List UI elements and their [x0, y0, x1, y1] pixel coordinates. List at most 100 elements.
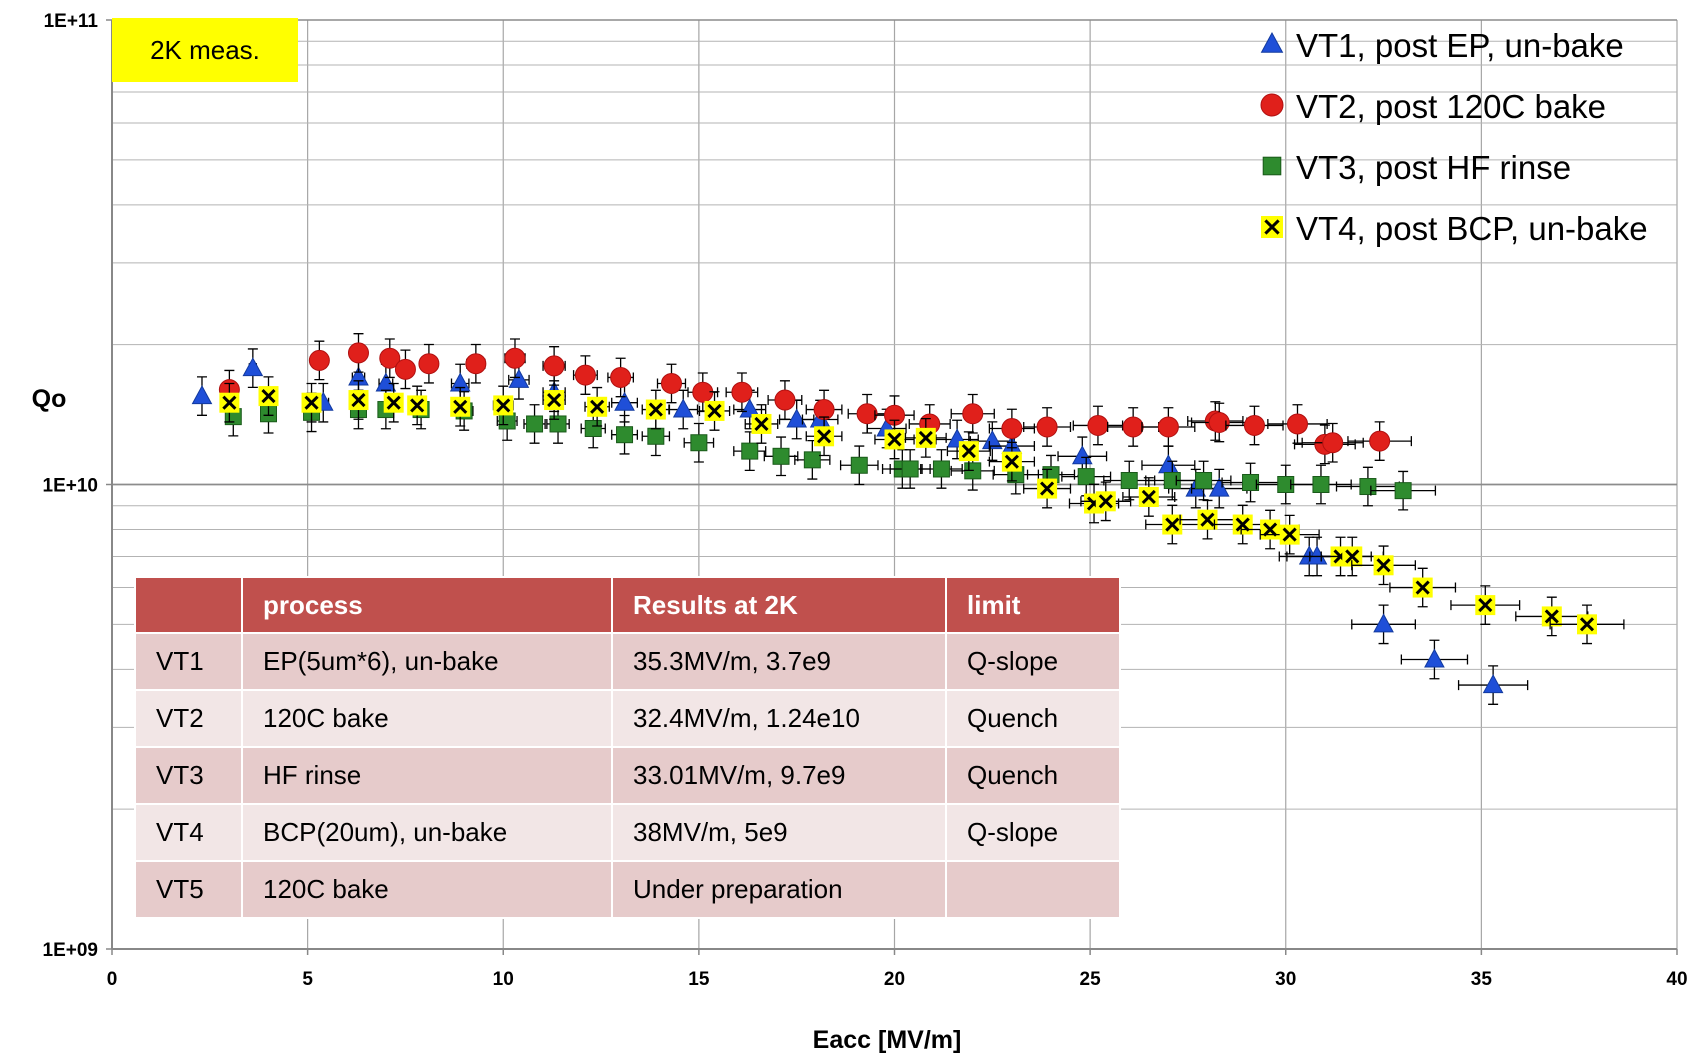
legend-label: VT4, post BCP, un-bake — [1296, 210, 1648, 247]
data-point — [1342, 546, 1363, 567]
data-point — [348, 390, 369, 411]
data-point — [672, 398, 694, 418]
table-cell: Quench — [945, 689, 1121, 748]
cross-marker-lines — [1235, 517, 1250, 532]
data-point — [1036, 416, 1058, 438]
data-point — [1197, 509, 1218, 530]
data-point — [741, 442, 759, 460]
data-point — [932, 460, 950, 478]
data-point — [418, 353, 440, 375]
data-point — [1424, 648, 1445, 668]
cross-marker-lines — [1165, 517, 1180, 532]
cross-marker-lines — [1098, 494, 1113, 509]
data-point — [1322, 432, 1344, 454]
data-point — [884, 429, 905, 450]
cross-marker-lines — [351, 392, 366, 408]
cross-marker-lines — [1345, 549, 1360, 564]
data-point — [1095, 491, 1116, 512]
data-point — [1369, 430, 1391, 452]
data-point — [1001, 417, 1023, 439]
table-cell: HF rinse — [241, 746, 613, 805]
data-point — [660, 372, 682, 394]
data-point — [731, 381, 753, 403]
data-point — [1373, 555, 1394, 576]
data-point — [508, 368, 530, 388]
series-cross — [219, 376, 1625, 645]
cross-marker-lines — [222, 395, 237, 410]
cross-marker-lines — [754, 416, 769, 432]
legend-marker — [1262, 156, 1282, 176]
x-tick-label: 25 — [1080, 969, 1102, 990]
data-point — [1373, 613, 1394, 633]
data-point — [1394, 482, 1412, 500]
table-cell: 120C bake — [241, 689, 613, 748]
cross-marker-lines — [453, 399, 468, 414]
y-tick-label: 1E+10 — [43, 476, 98, 497]
table-cell: 33.01MV/m, 9.7e9 — [611, 746, 947, 805]
data-point — [1001, 451, 1022, 472]
data-point — [383, 392, 404, 413]
data-point — [1077, 468, 1095, 486]
data-point — [645, 399, 666, 420]
legend-item: VT3, post HF rinse — [1262, 149, 1571, 186]
table-cell: VT4 — [134, 803, 243, 862]
data-point — [504, 347, 526, 369]
data-point — [379, 347, 401, 369]
x-tick-label: 20 — [884, 969, 905, 990]
legend-label: VT3, post HF rinse — [1296, 149, 1571, 186]
table-row: VT2 120C bake 32.4MV/m, 1.24e10 Quench — [134, 689, 1121, 748]
data-point — [1312, 476, 1330, 493]
x-tick-label: 40 — [1666, 969, 1687, 990]
y-tick-label: 1E+09 — [43, 940, 98, 961]
y-tick-label: 1E+11 — [44, 11, 99, 32]
data-point — [394, 358, 416, 380]
results-table: process Results at 2K limit VT1 EP(5um*6… — [134, 576, 1121, 919]
table-cell: Q-slope — [945, 632, 1121, 691]
table-cell: 35.3MV/m, 3.7e9 — [611, 632, 947, 691]
x-tick-label: 30 — [1275, 969, 1296, 990]
data-point — [191, 385, 213, 405]
cross-marker-lines — [1200, 512, 1215, 527]
data-point — [814, 426, 835, 447]
cross-marker-lines — [1544, 609, 1559, 624]
x-tick-label: 5 — [302, 969, 313, 990]
table-cell: BCP(20um), un-bake — [241, 803, 613, 862]
cross-marker-lines — [817, 429, 832, 444]
cross-marker-lines — [1040, 481, 1055, 496]
legend-marker — [1261, 216, 1283, 238]
data-point — [543, 355, 565, 377]
cross-marker-lines — [261, 389, 276, 404]
data-point — [1071, 445, 1093, 465]
data-point — [958, 441, 979, 462]
series-circle — [218, 333, 1412, 465]
table-header-limit: limit — [945, 576, 1121, 634]
data-point — [526, 415, 544, 433]
legend-item: VT1, post EP, un-bake — [1260, 27, 1624, 64]
data-point — [1087, 414, 1109, 436]
table-header-process: process — [241, 576, 613, 634]
cross-marker-lines — [1478, 598, 1493, 613]
x-tick-label: 35 — [1471, 969, 1493, 990]
data-point — [219, 392, 240, 413]
data-point — [647, 427, 665, 445]
data-point — [1138, 486, 1159, 507]
data-point — [1482, 674, 1504, 694]
x-tick-label: 10 — [493, 969, 514, 990]
data-point — [1286, 413, 1308, 435]
table-cell: Quench — [945, 746, 1121, 805]
data-point — [1122, 416, 1144, 438]
data-point — [1412, 577, 1433, 598]
data-point — [774, 389, 796, 411]
table-row: VT3 HF rinse 33.01MV/m, 9.7e9 Quench — [134, 746, 1121, 805]
cross-marker-lines — [1415, 580, 1430, 595]
cross-marker-lines — [1579, 617, 1595, 632]
table-cell: VT1 — [134, 632, 243, 691]
data-point — [1243, 414, 1265, 436]
data-point — [544, 390, 565, 411]
data-point — [450, 396, 471, 417]
cross-marker-lines — [1282, 527, 1297, 542]
cross-marker-lines — [547, 392, 562, 408]
table-cell: 120C bake — [241, 860, 613, 919]
data-point — [856, 403, 878, 425]
legend-label: VT2, post 120C bake — [1296, 88, 1606, 125]
